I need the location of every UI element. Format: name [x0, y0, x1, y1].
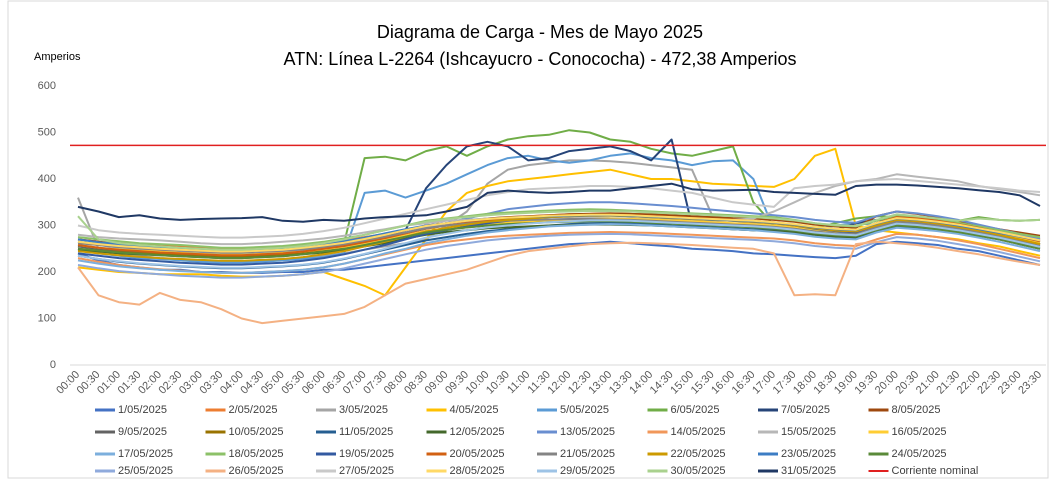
legend-label: 15/05/2025	[781, 426, 836, 438]
series-line	[77, 213, 1041, 253]
legend-label: 7/05/2025	[781, 404, 830, 416]
legend-label: 12/05/2025	[450, 426, 505, 438]
legend-label: 18/05/2025	[229, 448, 284, 460]
series-line	[77, 219, 1041, 269]
x-tick-label: 23:30	[1016, 369, 1044, 397]
legend-label: 22/05/2025	[671, 448, 726, 460]
y-tick-label: 400	[38, 173, 56, 185]
legend-label: 2/05/2025	[229, 404, 278, 416]
y-tick-label: 100	[38, 312, 56, 324]
x-tick-label: 11:00	[505, 369, 532, 396]
legend-label: 20/05/2025	[450, 448, 505, 460]
legend-label: 11/05/2025	[339, 426, 393, 438]
x-tick-label: 10:30	[484, 369, 512, 397]
series-line	[77, 152, 1041, 264]
legend-label: 13/05/2025	[560, 426, 615, 438]
legend-label: Corriente nominal	[892, 465, 979, 477]
legend-label: 21/05/2025	[560, 448, 615, 460]
legend-label: 10/05/2025	[229, 426, 284, 438]
series-line	[77, 223, 1041, 274]
legend-label: 19/05/2025	[339, 448, 394, 460]
series-line	[77, 182, 1041, 223]
legend-label: 28/05/2025	[450, 465, 505, 477]
chart-title: Diagrama de Carga - Mes de Mayo 2025	[377, 22, 703, 42]
y-axis-label: Amperios	[34, 51, 81, 63]
legend-label: 17/05/2025	[118, 448, 173, 460]
legend-label: 9/05/2025	[118, 426, 167, 438]
y-tick-label: 300	[38, 219, 56, 231]
legend-label: 31/05/2025	[781, 465, 836, 477]
legend-label: 27/05/2025	[339, 465, 394, 477]
y-tick-label: 600	[38, 80, 56, 92]
series-line	[77, 210, 1041, 251]
legend-label: 30/05/2025	[671, 465, 726, 477]
legend-label: 4/05/2025	[450, 404, 499, 416]
chart-subtitle: ATN: Línea L-2264 (Ishcayucro - Conococh…	[284, 49, 797, 69]
legend-label: 24/05/2025	[892, 448, 947, 460]
legend-label: 3/05/2025	[339, 404, 388, 416]
legend-label: 16/05/2025	[892, 426, 947, 438]
legend-label: 26/05/2025	[229, 465, 284, 477]
y-tick-label: 200	[38, 266, 56, 278]
y-tick-label: 500	[38, 126, 56, 138]
legend-label: 6/05/2025	[671, 404, 720, 416]
legend-label: 23/05/2025	[781, 448, 836, 460]
chart-frame	[7, 0, 1049, 479]
legend-label: 8/05/2025	[892, 404, 941, 416]
legend-label: 25/05/2025	[118, 465, 173, 477]
series-line	[77, 178, 1041, 239]
y-tick-label: 0	[50, 359, 56, 371]
legend-label: 14/05/2025	[671, 426, 726, 438]
legend-label: 1/05/2025	[118, 404, 167, 416]
legend-label: 29/05/2025	[560, 465, 615, 477]
series-line	[77, 240, 1041, 325]
legend-label: 5/05/2025	[560, 404, 609, 416]
